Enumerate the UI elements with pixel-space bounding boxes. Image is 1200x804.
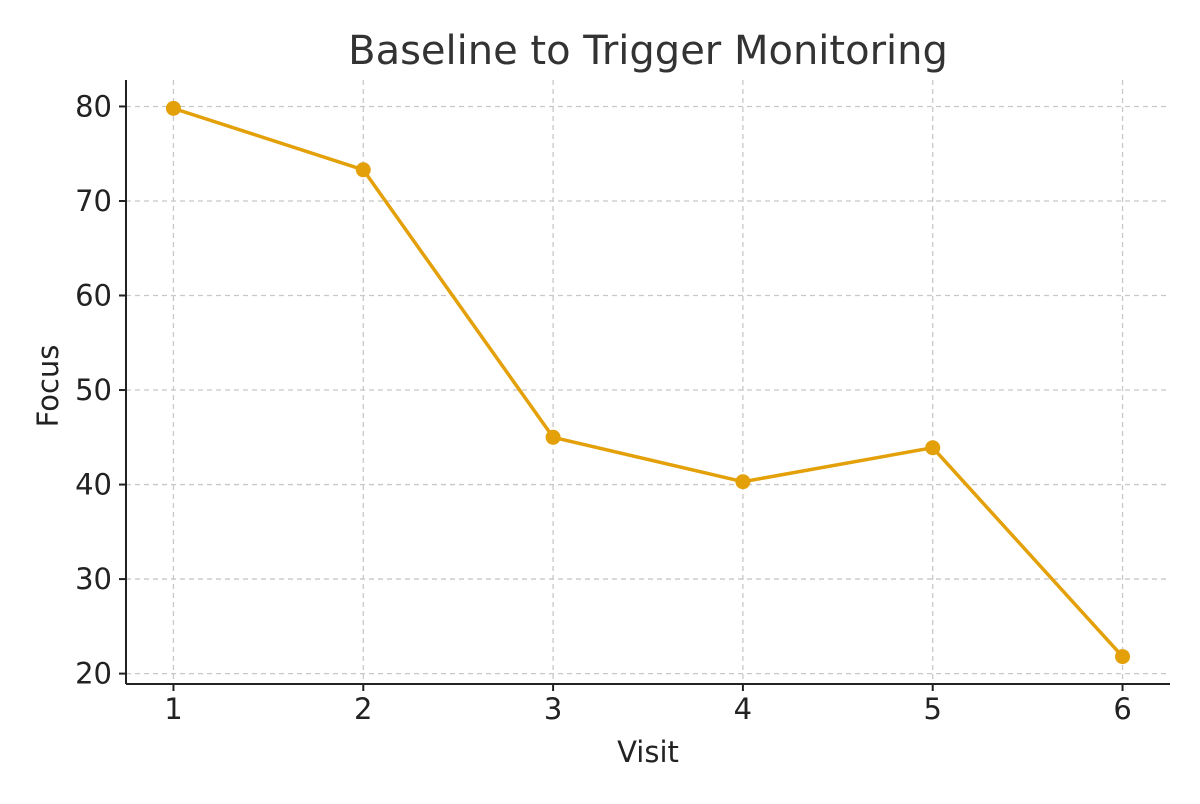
y-tick-label: 60 xyxy=(75,279,112,313)
x-tick-label: 2 xyxy=(354,692,372,726)
data-point xyxy=(1115,649,1131,665)
data-point xyxy=(545,429,561,445)
grid xyxy=(126,80,1170,684)
series-layer xyxy=(165,100,1131,665)
data-point xyxy=(925,440,941,456)
chart-title: Baseline to Trigger Monitoring xyxy=(348,28,948,74)
data-point xyxy=(355,162,371,178)
y-tick-label: 40 xyxy=(75,468,112,502)
x-tick-label: 6 xyxy=(1113,692,1131,726)
x-tick-label: 3 xyxy=(544,692,562,726)
data-point xyxy=(735,474,751,490)
axes: 20 30 40 50 60 70 80 1 2 3 4 5 6 xyxy=(75,80,1170,726)
x-tick-label: 1 xyxy=(164,692,182,726)
y-tick-label: 80 xyxy=(75,89,112,123)
x-axis-label: Visit xyxy=(617,735,679,769)
y-tick-label: 50 xyxy=(75,373,112,407)
series-line xyxy=(171,106,1125,659)
y-tick-label: 20 xyxy=(75,657,112,691)
y-axis-label: Focus xyxy=(31,345,65,428)
x-tick-label: 5 xyxy=(924,692,942,726)
x-tick-label: 4 xyxy=(734,692,752,726)
y-tick-label: 30 xyxy=(75,562,112,596)
data-point xyxy=(165,100,181,116)
y-tick-label: 70 xyxy=(75,184,112,218)
